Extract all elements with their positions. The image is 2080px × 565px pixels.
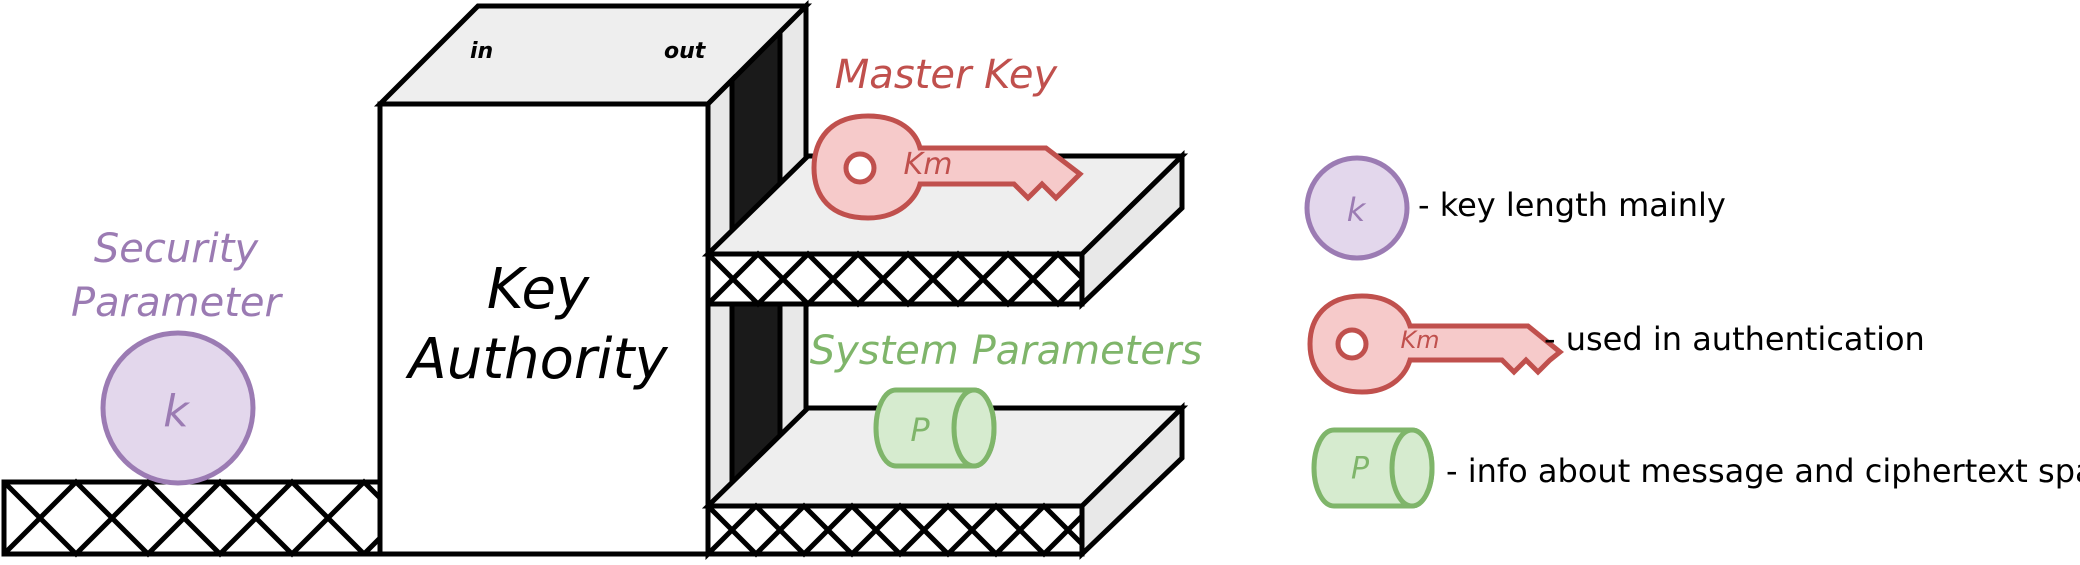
system-parameters-cylinder-icon: P (873, 387, 997, 469)
security-parameter-circle-icon (100, 330, 256, 486)
security-parameter-label-line2: Parameter (71, 280, 283, 326)
system-parameters-symbol: P (910, 411, 930, 449)
security-parameter-symbol: k (163, 386, 190, 437)
legend-p-symbol: P (1351, 452, 1370, 487)
cylinder-p-icon (1311, 427, 1435, 509)
security-parameter-label-line1: Security (94, 226, 260, 272)
legend: k - key length mainly Km - used in authe… (1304, 155, 2080, 509)
master-key-label: Master Key (835, 52, 1059, 98)
legend-item-km: Km - used in authentication (1307, 293, 1925, 395)
legend-k-text: - key length mainly (1418, 186, 1726, 224)
circle-k-icon (1304, 155, 1410, 261)
legend-item-p: P - info about message and ciphertext sp… (1311, 427, 2080, 509)
out-label: out (664, 39, 707, 64)
legend-k-symbol: k (1347, 191, 1367, 229)
legend-km-symbol: Km (1400, 326, 1439, 354)
system-parameters: System Parameters P (810, 328, 1203, 469)
key-authority-box: in out Key Authority (373, 3, 813, 561)
legend-km-text: - used in authentication (1544, 320, 1925, 358)
master-key-symbol: Km (904, 147, 953, 182)
authority-title-line1: Key (487, 257, 590, 322)
system-parameters-label: System Parameters (810, 328, 1203, 374)
legend-item-k: k - key length mainly (1304, 155, 1726, 261)
legend-p-text: - info about message and ciphertext spac… (1446, 452, 2080, 490)
security-parameter: Security Parameter k (71, 226, 284, 486)
master-key: Master Key Km (811, 52, 1084, 221)
master-key-icon: Km (811, 113, 1084, 221)
in-label: in (470, 39, 493, 64)
left-platform (1, 478, 383, 558)
key-icon (1307, 293, 1564, 395)
authority-title-line2: Authority (405, 327, 668, 392)
